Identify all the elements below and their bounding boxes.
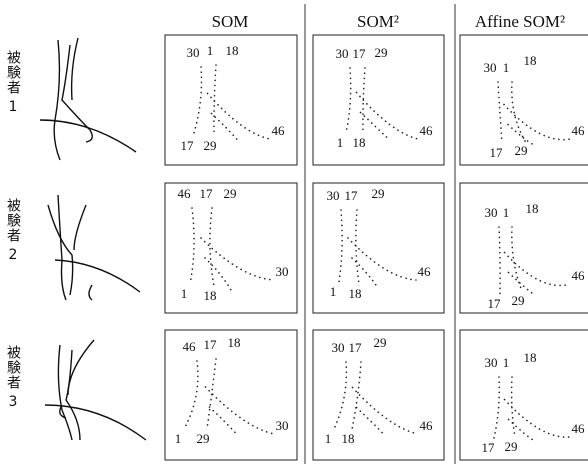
feature-points bbox=[498, 82, 570, 145]
point-label: 29 bbox=[197, 431, 210, 446]
point-label: 29 bbox=[374, 335, 387, 350]
point-label: 30 bbox=[187, 45, 200, 60]
point-label: 30 bbox=[485, 205, 498, 220]
point-label: 1 bbox=[503, 60, 510, 75]
point-label: 29 bbox=[505, 439, 518, 454]
point-label: 18 bbox=[226, 43, 239, 58]
figure-canvas: SOM SOM² Affine SOM² 30 1 18 17 29 46 30 17 29 1 18 46… bbox=[0, 0, 588, 464]
point-label: 18 bbox=[228, 335, 241, 350]
point-label: 46 bbox=[420, 123, 434, 138]
point-label: 1 bbox=[181, 286, 188, 301]
point-label: 18 bbox=[524, 53, 537, 68]
subject-number: 3 bbox=[2, 394, 24, 410]
point-label: 1 bbox=[175, 431, 182, 446]
point-label: 17 bbox=[488, 296, 502, 311]
feature-points bbox=[339, 210, 416, 288]
point-label: 30 bbox=[276, 264, 289, 279]
feature-points bbox=[346, 68, 418, 139]
point-label: 17 bbox=[200, 186, 214, 201]
column-header: SOM bbox=[212, 12, 249, 31]
feature-points bbox=[193, 65, 270, 140]
point-label: 18 bbox=[526, 201, 539, 216]
column-header: SOM² bbox=[357, 12, 399, 31]
point-label: 17 bbox=[349, 340, 363, 355]
point-label: 30 bbox=[336, 46, 349, 61]
subject-label: 被験者 3 bbox=[2, 345, 24, 410]
point-label: 46 bbox=[272, 123, 286, 138]
feature-points bbox=[184, 359, 274, 434]
point-label: 1 bbox=[337, 135, 344, 150]
point-label: 17 bbox=[490, 145, 504, 160]
point-label: 1 bbox=[325, 431, 332, 446]
subject-label: 被験者 2 bbox=[2, 198, 24, 263]
point-label: 29 bbox=[224, 186, 237, 201]
point-label: 46 bbox=[572, 421, 586, 436]
point-label: 46 bbox=[183, 339, 197, 354]
point-label: 17 bbox=[353, 46, 367, 61]
feature-points bbox=[494, 377, 570, 441]
point-label: 1 bbox=[503, 205, 510, 220]
subject-number: 2 bbox=[2, 247, 24, 263]
feature-points bbox=[190, 208, 274, 290]
feature-points bbox=[499, 227, 570, 295]
point-label: 30 bbox=[276, 418, 289, 433]
point-label: 18 bbox=[349, 286, 362, 301]
point-label: 46 bbox=[572, 268, 586, 283]
point-label: 1 bbox=[330, 284, 337, 299]
point-label: 30 bbox=[332, 340, 345, 355]
point-label: 1 bbox=[207, 43, 214, 58]
point-label: 1 bbox=[503, 355, 510, 370]
sketches bbox=[40, 38, 146, 440]
subject-number: 1 bbox=[2, 99, 24, 115]
feature-points bbox=[334, 362, 418, 434]
point-label: 18 bbox=[342, 431, 355, 446]
point-label: 29 bbox=[512, 293, 525, 308]
point-label: 30 bbox=[327, 188, 340, 203]
point-label: 46 bbox=[572, 123, 586, 138]
point-label: 29 bbox=[204, 138, 217, 153]
point-label: 18 bbox=[524, 350, 537, 365]
point-label: 46 bbox=[178, 186, 192, 201]
column-header: Affine SOM² bbox=[475, 12, 565, 31]
figure: SOM SOM² Affine SOM² 30 1 18 17 29 46 30 17 29 1 18 46… bbox=[0, 0, 588, 464]
point-label: 30 bbox=[485, 355, 498, 370]
point-label: 29 bbox=[515, 143, 528, 158]
point-label: 17 bbox=[482, 440, 496, 455]
point-label: 17 bbox=[345, 188, 359, 203]
subject-text: 被験者 bbox=[3, 345, 23, 390]
point-label: 29 bbox=[375, 45, 388, 60]
point-label: 46 bbox=[418, 264, 432, 279]
point-label: 46 bbox=[420, 418, 434, 433]
point-label: 30 bbox=[484, 60, 497, 75]
point-label: 18 bbox=[353, 135, 366, 150]
point-label: 18 bbox=[204, 288, 217, 303]
subject-text: 被験者 bbox=[3, 50, 23, 95]
subject-label: 被験者 1 bbox=[2, 50, 24, 115]
point-label: 17 bbox=[181, 138, 195, 153]
point-label: 17 bbox=[204, 337, 218, 352]
panels: SOM SOM² Affine SOM² 30 1 18 17 29 46 30 17 29 1 18 46… bbox=[165, 12, 588, 460]
point-label: 29 bbox=[372, 186, 385, 201]
subject-text: 被験者 bbox=[3, 198, 23, 243]
